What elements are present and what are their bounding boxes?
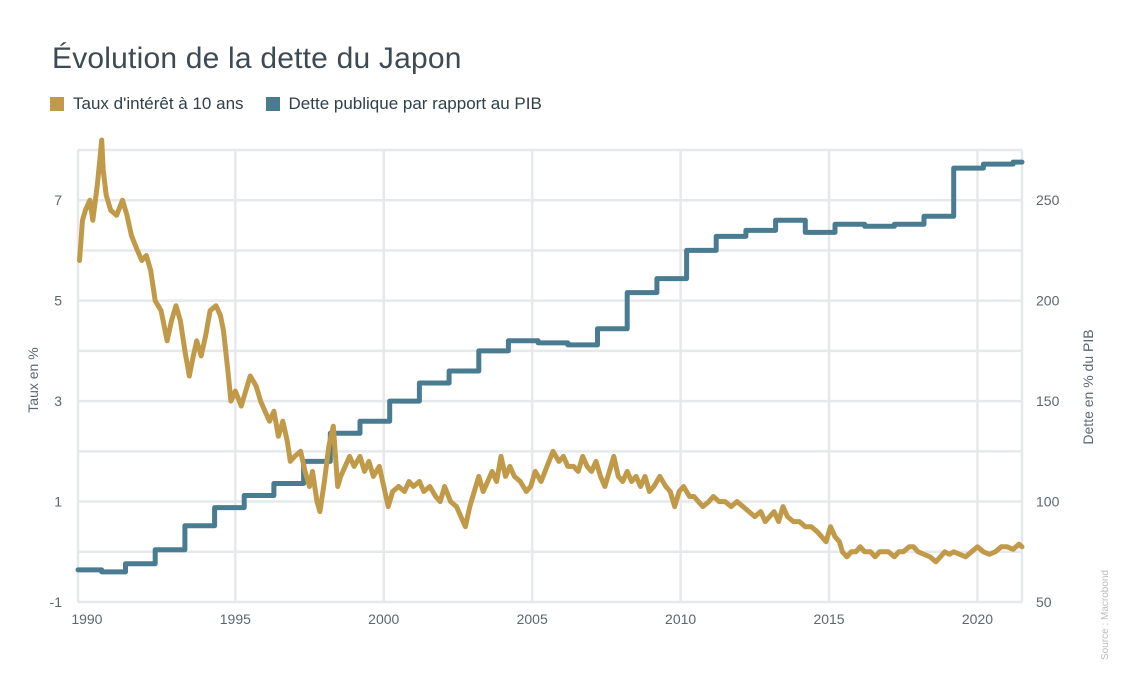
y-right-tick-label: 100: [1036, 494, 1060, 510]
x-tick-label: 2000: [368, 611, 399, 627]
x-tick-label: 2010: [665, 611, 696, 627]
y-left-tick-label: 1: [54, 494, 62, 510]
x-tick-label: 1990: [71, 611, 102, 627]
y-left-tick-label: 7: [54, 192, 62, 208]
tick-labels: -1 1 3 5 7 50 100 150 200 250 1990 1995 2000 2005 2010…: [50, 192, 1060, 627]
legend-item-rate: Taux d'intérêt à 10 ans: [50, 94, 244, 114]
legend-swatch-debt: [265, 97, 280, 111]
y-left-tick-label: 3: [54, 393, 62, 409]
y-right-tick-label: 200: [1036, 293, 1060, 309]
y-right-tick-label: 50: [1036, 594, 1052, 610]
y-right-tick-label: 250: [1036, 192, 1060, 208]
x-tick-label: 2015: [813, 611, 844, 627]
series-layer: [75, 137, 1025, 575]
legend-swatch-rate: [50, 97, 64, 111]
legend-label-debt: Dette publique par rapport au PIB: [288, 94, 542, 113]
x-tick-label: 2020: [962, 611, 993, 627]
source-note: Source : Macrobond: [1100, 569, 1111, 660]
y-left-tick-label: 5: [54, 293, 62, 309]
y-right-tick-label: 150: [1036, 393, 1060, 409]
x-tick-label: 2005: [517, 611, 548, 627]
chart-title: Évolution de la dette du Japon: [52, 42, 462, 75]
series-line-rate: [77, 137, 1025, 565]
y-left-tick-label: -1: [50, 594, 63, 610]
y-left-axis-label: Taux en %: [25, 347, 41, 412]
y-right-axis-label: Dette en % du PIB: [1080, 329, 1096, 444]
legend-label-rate: Taux d'intérêt à 10 ans: [73, 94, 244, 113]
grid-lines: [76, 148, 1024, 604]
chart-legend: Taux d'intérêt à 10 ans Dette publique p…: [50, 94, 564, 114]
series-line-debt: [75, 159, 1025, 575]
legend-item-debt: Dette publique par rapport au PIB: [265, 94, 542, 114]
x-tick-label: 1995: [220, 611, 251, 627]
